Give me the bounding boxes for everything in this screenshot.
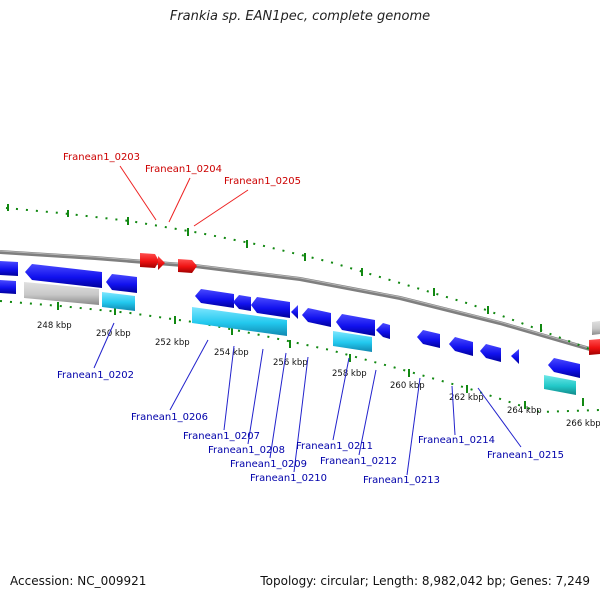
gene-label[interactable]: Franean1_0207 [183, 431, 260, 442]
scale-label: 262 kbp [449, 393, 484, 403]
gene-label[interactable]: Franean1_0208 [208, 445, 285, 456]
scale-label: 258 kbp [332, 369, 367, 379]
scale-label: 248 kbp [37, 321, 72, 331]
gene-label[interactable]: Franean1_0202 [57, 370, 134, 381]
gene-arrow[interactable] [480, 344, 501, 362]
gene-arrow[interactable] [544, 375, 576, 395]
gene-label[interactable]: Franean1_0211 [296, 441, 373, 452]
scale-label: 264 kbp [507, 406, 542, 416]
gene-arrow[interactable] [102, 292, 135, 311]
gene-arrow[interactable] [511, 349, 519, 364]
gene-arrow[interactable] [592, 321, 600, 335]
gene-arrow[interactable] [192, 307, 287, 336]
inner-scale-ring [0, 300, 600, 414]
gene-label[interactable]: Franean1_0206 [131, 412, 208, 423]
gene-label[interactable]: Franean1_0203 [63, 152, 140, 163]
topology-text: Topology: circular; Length: 8,982,042 bp… [260, 574, 590, 588]
outer-scale-ring [5, 204, 600, 354]
gene-arrow[interactable] [0, 261, 18, 276]
gene-arrow[interactable] [291, 305, 298, 319]
gene-arrow[interactable] [25, 264, 102, 288]
gene-arrow[interactable] [548, 358, 580, 378]
gene-label[interactable]: Franean1_0212 [320, 456, 397, 467]
reverse-strand-genes [0, 261, 580, 395]
accession-text: Accession: NC_009921 [10, 574, 147, 588]
gene-arrow[interactable] [233, 295, 251, 311]
gene-label[interactable]: Franean1_0204 [145, 164, 222, 175]
gene-arrow[interactable] [333, 331, 372, 352]
gene-arrow[interactable] [158, 256, 165, 270]
gene-arrow[interactable] [195, 289, 234, 308]
gene-label[interactable]: Franean1_0205 [224, 176, 301, 187]
scale-label: 254 kbp [214, 348, 249, 358]
map-title: Frankia sp. EAN1pec, complete genome [169, 9, 431, 24]
scale-label: 260 kbp [390, 381, 425, 391]
gene-arrow[interactable] [24, 282, 99, 305]
gene-arrow[interactable] [178, 259, 197, 273]
scale-label: 256 kbp [273, 358, 308, 368]
gene-arrow[interactable] [302, 308, 331, 327]
scale-label: 266 kbp [566, 419, 600, 429]
forward-strand-genes [140, 253, 600, 355]
gene-label[interactable]: Franean1_0214 [418, 435, 495, 446]
gene-arrow[interactable] [251, 297, 290, 318]
gene-label[interactable]: Franean1_0213 [363, 475, 440, 486]
top-label-leaders [119, 165, 249, 227]
gene-arrow[interactable] [449, 337, 473, 356]
gene-arrow[interactable] [417, 330, 440, 348]
scale-label: 252 kbp [155, 338, 190, 348]
gene-arrow[interactable] [0, 280, 16, 294]
gene-arrow[interactable] [140, 253, 159, 268]
bottom-label-leaders [93, 322, 522, 476]
gene-arrow[interactable] [106, 274, 137, 293]
gene-label[interactable]: Franean1_0209 [230, 459, 307, 470]
gene-arrow[interactable] [376, 323, 390, 339]
gene-label[interactable]: Franean1_0215 [487, 450, 564, 461]
gene-arrow[interactable] [336, 314, 375, 336]
gene-arrow[interactable] [589, 339, 600, 355]
gene-label[interactable]: Franean1_0210 [250, 473, 327, 484]
genome-backbone [0, 250, 600, 354]
scale-label: 250 kbp [96, 329, 131, 339]
